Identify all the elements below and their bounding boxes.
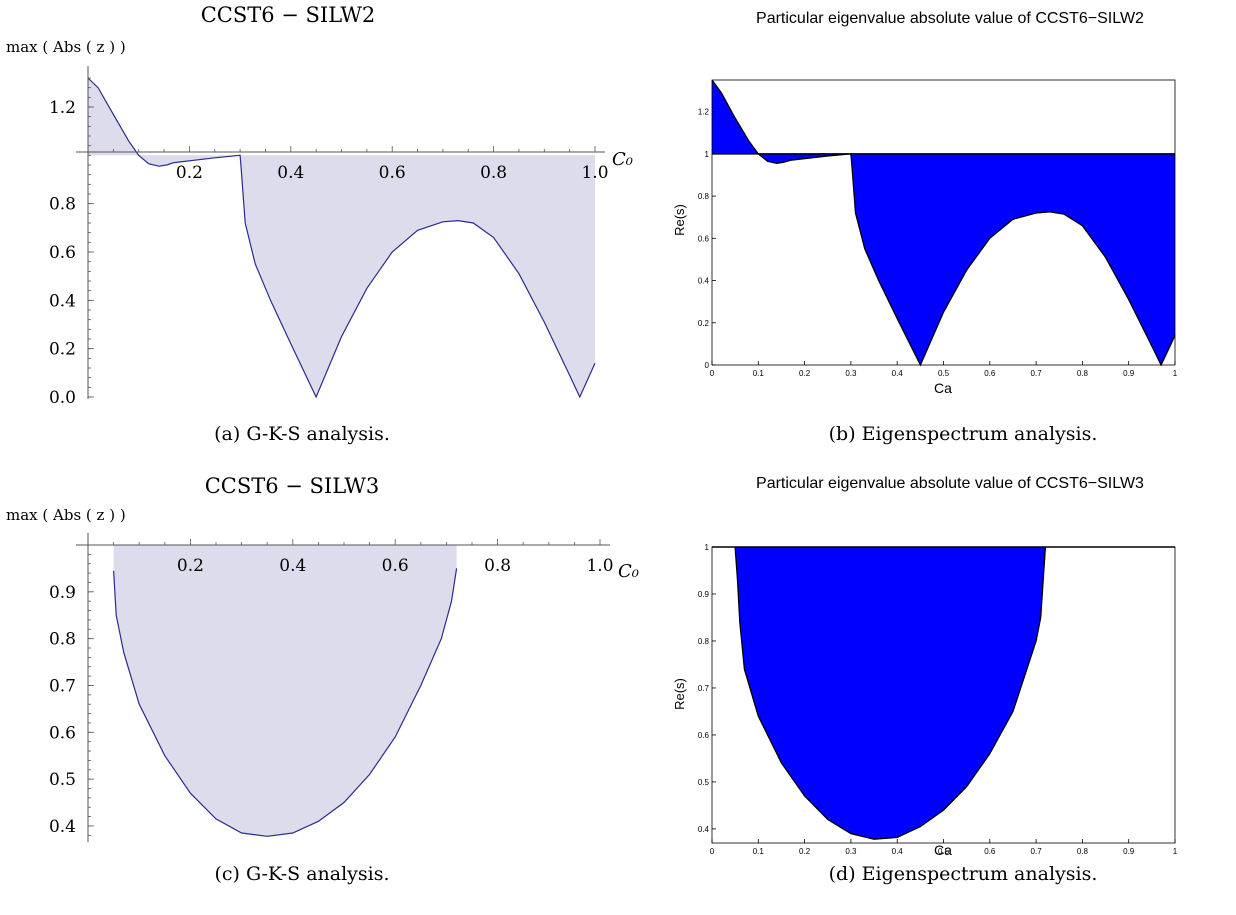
- chart-b-fill-area: [712, 80, 1175, 365]
- chart-d-y-tick-label: 0.9: [698, 590, 710, 599]
- chart-b-y-tick-label: 0.6: [698, 234, 710, 243]
- chart-b-x-tick-label: 1: [1173, 369, 1178, 378]
- chart-d-y-axis-label: Re(s): [672, 678, 687, 710]
- chart-d-caption: (d) Eigenspectrum analysis.: [829, 863, 1098, 885]
- chart-b-y-tick-label: 0: [705, 361, 710, 370]
- chart-a-x-tick-label: 0.8: [480, 163, 507, 183]
- chart-a-y-tick-label: 0.0: [49, 388, 76, 408]
- chart-b-x-tick-label: 0.6: [984, 369, 996, 378]
- chart-a-y-axis-label: max ( Abs ( z ) ): [6, 38, 126, 56]
- chart-a-x-axis-label: C₀: [612, 149, 633, 170]
- chart-c-y-tick-label: 0.7: [49, 676, 76, 696]
- chart-d-y-tick-label: 0.5: [698, 778, 710, 787]
- chart-a-x-tick-label: 0.6: [379, 163, 406, 183]
- chart-d-x-tick-label: 0.6: [984, 847, 996, 856]
- chart-b-y-tick-label: 1: [705, 150, 710, 159]
- chart-c-y-tick-label: 0.6: [49, 723, 76, 743]
- chart-b-y-axis-label: Re(s): [672, 204, 687, 236]
- chart-d-x-tick-label: 0.4: [892, 847, 904, 856]
- chart-d-y-tick-label: 0.6: [698, 731, 710, 740]
- chart-d-x-tick-label: 0.1: [753, 847, 765, 856]
- chart-a-title: CCST6 − SILW2: [201, 3, 376, 27]
- chart-c-caption: (c) G-K-S analysis.: [214, 863, 389, 885]
- chart-d-x-tick-label: 0.9: [1123, 847, 1135, 856]
- chart-a-y-tick-label: 0.8: [49, 195, 76, 215]
- chart-b-y-tick-label: 0.2: [698, 319, 710, 328]
- chart-b-x-tick-label: 0.5: [938, 369, 950, 378]
- chart-a-fill-area: [88, 78, 595, 397]
- chart-b-caption: (b) Eigenspectrum analysis.: [829, 423, 1098, 445]
- chart-b-x-tick-label: 0.4: [892, 369, 904, 378]
- chart-d-y-tick-label: 0.8: [698, 637, 710, 646]
- chart-a-y-tick-label: 0.2: [49, 340, 76, 360]
- chart-b-x-tick-label: 0.7: [1031, 369, 1043, 378]
- chart-d-x-tick-label: 0.5: [938, 847, 950, 856]
- chart-a-y-tick-label: 1.2: [49, 98, 76, 118]
- chart-a-series-line: [87, 77, 596, 399]
- chart-b-series-line: [711, 79, 1176, 367]
- chart-b-x-tick-label: 0.1: [753, 369, 765, 378]
- chart-d-y-tick-label: 0.7: [698, 684, 710, 693]
- chart-d-x-tick-label: 0.3: [845, 847, 857, 856]
- chart-b-x-axis-label: Ca: [934, 380, 952, 396]
- chart-c-title: CCST6 − SILW3: [205, 474, 380, 498]
- chart-c-x-tick-label: 0.4: [279, 556, 306, 576]
- chart-b-x-tick-label: 0: [710, 369, 715, 378]
- chart-a-y-tick-label: 0.6: [49, 243, 76, 263]
- chart-d-x-tick-label: 0: [710, 847, 715, 856]
- chart-a-x-tick-label: 1.0: [581, 163, 608, 183]
- chart-d-y-tick-label: 0.4: [698, 825, 710, 834]
- chart-c-x-axis-label: C₀: [618, 561, 639, 582]
- chart-b-x-tick-label: 0.8: [1077, 369, 1089, 378]
- chart-d-series-line: [734, 546, 1047, 840]
- chart-b-y-tick-label: 0.4: [698, 277, 710, 286]
- chart-d-title: Particular eigenvalue absolute value of …: [756, 475, 1144, 492]
- chart-d-y-tick-label: 1: [705, 543, 710, 552]
- chart-a-x-tick-label: 0.2: [176, 163, 203, 183]
- chart-d-fill-area: [735, 547, 1046, 840]
- chart-c-x-tick-label: 0.6: [382, 556, 409, 576]
- chart-b-y-tick-label: 1.2: [698, 108, 710, 117]
- chart-c-y-tick-label: 0.8: [49, 630, 76, 650]
- chart-a-y-tick-label: 0.4: [49, 291, 76, 311]
- chart-a-caption: (a) G-K-S analysis.: [214, 423, 390, 445]
- chart-b-x-tick-label: 0.2: [799, 369, 811, 378]
- chart-d-x-tick-label: 1: [1173, 847, 1178, 856]
- chart-d-x-tick-label: 0.7: [1031, 847, 1043, 856]
- chart-d-x-axis-label: Ca: [934, 842, 952, 858]
- chart-d-x-tick-label: 0.2: [799, 847, 811, 856]
- chart-b-y-tick-label: 0.8: [698, 192, 710, 201]
- chart-c-y-tick-label: 0.4: [49, 817, 76, 837]
- chart-b-x-tick-label: 0.9: [1123, 369, 1135, 378]
- chart-c-fill-area: [113, 545, 457, 837]
- chart-c-x-tick-label: 0.8: [484, 556, 511, 576]
- chart-b-x-tick-label: 0.3: [845, 369, 857, 378]
- chart-c-series-line: [113, 568, 458, 837]
- chart-c-x-tick-label: 0.2: [177, 556, 204, 576]
- chart-c-y-axis-label: max ( Abs ( z ) ): [6, 506, 126, 524]
- chart-c-y-tick-label: 0.9: [49, 583, 76, 603]
- chart-c-y-tick-label: 0.5: [49, 770, 76, 790]
- chart-b-title: Particular eigenvalue absolute value of …: [756, 10, 1144, 27]
- chart-c-x-tick-label: 1.0: [586, 556, 613, 576]
- chart-a-x-tick-label: 0.4: [277, 163, 304, 183]
- chart-d-x-tick-label: 0.8: [1077, 847, 1089, 856]
